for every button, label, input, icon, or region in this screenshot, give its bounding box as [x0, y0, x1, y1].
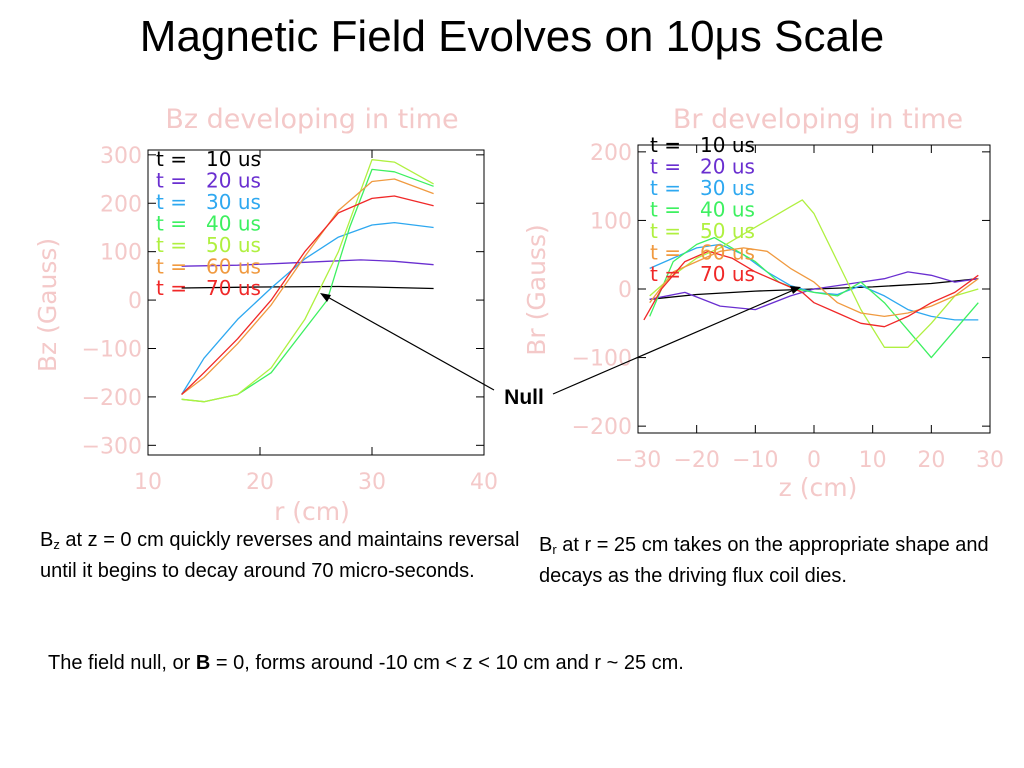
- br-y-tick-label: −100: [572, 347, 632, 372]
- bz-y-tick-label: 200: [100, 192, 142, 217]
- bz-y-tick-label: 100: [100, 241, 142, 266]
- bz-legend-item-7: t = 70 us: [156, 276, 261, 300]
- br-y-tick-label: 100: [590, 209, 632, 234]
- br-y-axis-label: Br (Gauss): [522, 224, 551, 355]
- br-legend-item-2: t = 20 us: [650, 155, 755, 179]
- br-chart: Br developing in time z (cm) Br (Gauss) …: [522, 104, 1004, 502]
- bz-y-tick-label: −200: [82, 386, 142, 411]
- bz-y-tick-label: 0: [128, 289, 142, 314]
- br-legend-item-6: t = 60 us: [650, 241, 755, 265]
- br-legend-item-4: t = 40 us: [650, 198, 755, 222]
- bz-y-axis-label: Bz (Gauss): [33, 238, 62, 372]
- bz-x-tick-label: 40: [470, 470, 498, 495]
- bz-plot-frame: [147, 149, 485, 456]
- caption-null-pre: The field null, or: [48, 652, 196, 674]
- br-series-line-4: [649, 236, 979, 359]
- bz-legend-item-4: t = 40 us: [156, 212, 261, 236]
- br-x-axis-label: z (cm): [779, 473, 858, 502]
- br-legend-item-5: t = 50 us: [650, 219, 755, 243]
- br-x-tick-label: −20: [673, 448, 719, 473]
- caption-null-bold-b: B: [195, 652, 211, 674]
- br-series-line-7: [643, 250, 979, 328]
- bz-chart: Bz developing in time r (cm) Bz (Gauss) …: [33, 104, 498, 526]
- bz-y-tick-label: −300: [82, 434, 142, 459]
- bz-series-line-7: [181, 195, 434, 395]
- bz-x-axis-label: r (cm): [274, 497, 350, 526]
- null-label: Null: [504, 386, 544, 409]
- br-x-tick-label: 30: [976, 448, 1004, 473]
- caption-null-post: = 0, forms around -10 cm < z < 10 cm and…: [210, 652, 684, 674]
- br-x-tick-label: −10: [732, 448, 778, 473]
- null-arrowhead-right: [790, 286, 801, 294]
- br-series-line-5: [649, 199, 979, 348]
- br-legend-item-7: t = 70 us: [650, 262, 755, 286]
- bz-series-lines: [181, 159, 434, 403]
- caption-br: Br at r = 25 cm takes on the appropriate…: [539, 530, 1009, 592]
- bz-ticks: 10 20 30 40 300 200 100 0 −100 −200 −300: [82, 144, 498, 495]
- bz-legend-item-1: t = 10 us: [156, 147, 261, 171]
- caption-br-subscript: r: [552, 542, 557, 557]
- caption-bz-symbol: B: [40, 529, 54, 551]
- caption-br-symbol: B: [539, 534, 553, 556]
- bz-x-tick-label: 20: [246, 470, 274, 495]
- bz-legend-item-3: t = 30 us: [156, 190, 261, 214]
- null-arrowhead-left: [320, 293, 331, 302]
- bz-series-line-5: [181, 159, 434, 403]
- br-y-tick-label: 200: [590, 141, 632, 166]
- br-chart-title: Br developing in time: [673, 104, 963, 135]
- br-series-line-6: [649, 247, 979, 318]
- bz-legend-item-2: t = 20 us: [156, 169, 261, 193]
- bz-series-line-6: [181, 178, 434, 396]
- slide-title: Magnetic Field Evolves on 10μs Scale: [0, 12, 1024, 62]
- br-series-line-2: [649, 271, 979, 311]
- br-y-tick-label: −200: [572, 415, 632, 440]
- bz-y-tick-label: 300: [100, 144, 142, 169]
- bz-series-line-2: [181, 259, 434, 267]
- slide-title-text: Magnetic Field Evolves on 10μs Scale: [139, 12, 885, 61]
- null-arrow-left: [323, 294, 495, 391]
- null-annotation: Null: [320, 286, 801, 409]
- bz-x-tick-label: 30: [358, 470, 386, 495]
- caption-bz-text: at z = 0 cm quickly reverses and maintai…: [40, 529, 520, 582]
- br-x-tick-label: 10: [859, 448, 887, 473]
- br-series-lines: [643, 199, 979, 359]
- bz-legend-item-6: t = 60 us: [156, 255, 261, 279]
- br-x-tick-label: −30: [615, 448, 661, 473]
- caption-bz-subscript: z: [53, 537, 60, 552]
- caption-null-summary: The field null, or B = 0, forms around -…: [48, 648, 1008, 679]
- bz-y-tick-label: −100: [82, 337, 142, 362]
- bz-series-line-3: [181, 221, 434, 395]
- caption-bz: Bz at z = 0 cm quickly reverses and main…: [40, 525, 520, 587]
- null-arrow-right: [552, 288, 797, 395]
- bz-legend-item-5: t = 50 us: [156, 233, 261, 257]
- br-y-tick-label: 0: [618, 278, 632, 303]
- caption-br-text: at r = 25 cm takes on the appropriate sh…: [539, 534, 989, 587]
- bz-chart-title: Bz developing in time: [165, 104, 458, 135]
- br-x-tick-label: 20: [917, 448, 945, 473]
- bz-x-tick-label: 10: [134, 470, 162, 495]
- br-legend-item-3: t = 30 us: [650, 176, 755, 200]
- bz-legend: t = 10 ust = 20 ust = 30 ust = 40 ust = …: [156, 147, 261, 300]
- br-x-tick-label: 0: [807, 448, 821, 473]
- bz-series-line-1: [181, 285, 434, 290]
- br-legend: t = 10 ust = 20 ust = 30 ust = 40 ust = …: [650, 133, 755, 286]
- br-legend-item-1: t = 10 us: [650, 133, 755, 157]
